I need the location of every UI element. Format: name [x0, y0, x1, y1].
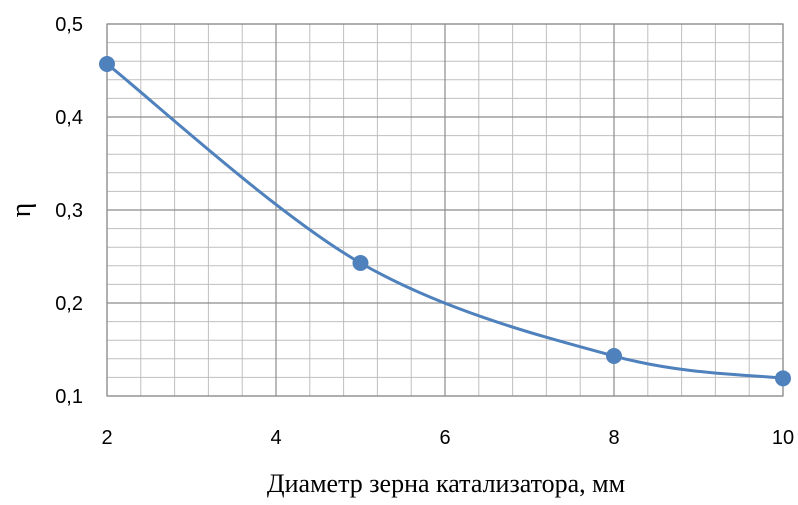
x-tick-label: 2 [101, 427, 112, 449]
y-axis-title: η [6, 203, 37, 218]
y-tick-label: 0,3 [55, 200, 83, 222]
data-point-marker [776, 371, 791, 386]
x-axis-title: Диаметр зерна катализатора, мм [267, 469, 625, 498]
y-tick-label: 0,2 [55, 293, 83, 315]
x-tick-label: 10 [772, 427, 794, 449]
y-tick-label: 0,1 [55, 386, 83, 408]
y-tick-label: 0,5 [55, 14, 83, 36]
x-tick-label: 6 [439, 427, 450, 449]
data-point-marker [353, 256, 368, 271]
y-tick-label: 0,4 [55, 107, 83, 129]
data-point-marker [100, 56, 115, 71]
y-tick-labels: 0,1 0,2 0,3 0,4 0,5 [55, 14, 83, 408]
x-tick-label: 8 [608, 427, 619, 449]
data-point-marker [607, 349, 622, 364]
x-tick-labels: 2 4 6 8 10 [101, 427, 794, 449]
x-tick-label: 4 [270, 427, 281, 449]
